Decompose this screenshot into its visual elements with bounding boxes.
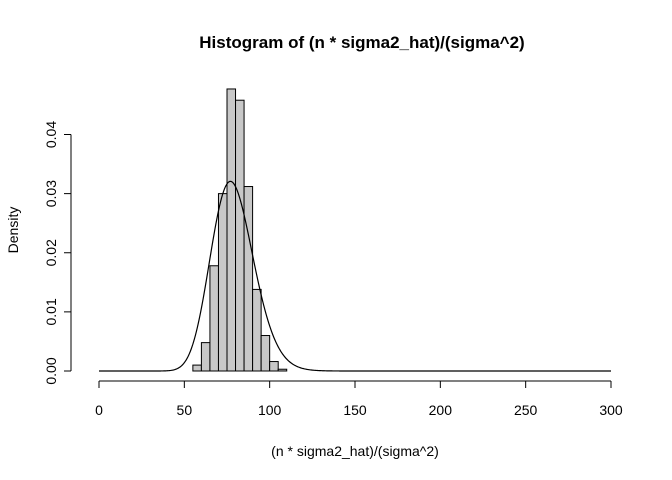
histogram-bar-3 [217, 193, 228, 372]
histogram-bars [192, 88, 288, 372]
histogram-bar-6 [243, 186, 254, 372]
y-tick-label-3: 0.03 [43, 180, 59, 207]
y-tick-label-2: 0.02 [43, 239, 59, 266]
histogram-bar-9 [269, 361, 279, 372]
x-tick-label-2: 100 [258, 402, 282, 418]
x-tick-label-6: 300 [599, 402, 623, 418]
chart-title: Histogram of (n * sigma2_hat)/(sigma^2) [199, 33, 524, 52]
x-axis-label: (n * sigma2_hat)/(sigma^2) [271, 443, 439, 459]
x-axis: 0 50 100 150 200 250 300 [95, 380, 623, 418]
x-tick-label-5: 250 [514, 402, 538, 418]
histogram-bar-8 [260, 335, 271, 372]
histogram-bar-4 [226, 88, 237, 372]
histogram-bar-2 [209, 265, 219, 372]
histogram-bar-7 [252, 288, 262, 372]
y-axis-label: Density [5, 207, 21, 254]
x-tick-label-1: 50 [177, 402, 193, 418]
x-tick-label-3: 150 [343, 402, 367, 418]
density-curve [99, 180, 611, 372]
y-tick-label-0: 0.00 [43, 357, 59, 384]
histogram-bar-0 [192, 364, 202, 372]
histogram-bar-10 [277, 368, 288, 372]
x-tick-label-0: 0 [95, 402, 103, 418]
histogram-bar-5 [235, 99, 245, 372]
x-tick-label-4: 200 [429, 402, 453, 418]
y-tick-label-1: 0.01 [43, 298, 59, 325]
y-axis: 0.00 0.01 0.02 0.03 0.04 [43, 121, 72, 385]
histogram-bar-1 [200, 342, 211, 372]
y-tick-label-4: 0.04 [43, 121, 59, 148]
